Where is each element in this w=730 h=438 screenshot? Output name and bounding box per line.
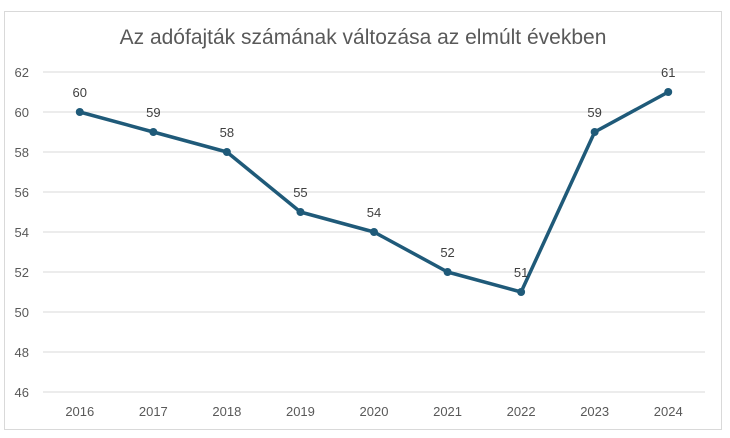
data-point (443, 268, 452, 276)
chart-frame: Az adófajták számának változása az elmúl… (4, 11, 722, 430)
data-point (222, 148, 231, 156)
y-axis-ticks: 46 48 50 52 54 56 58 60 62 (15, 65, 29, 400)
y-tick-label: 52 (15, 265, 29, 280)
data-point (149, 128, 158, 136)
data-point (590, 128, 599, 136)
data-label: 61 (661, 65, 675, 80)
data-label: 59 (146, 105, 160, 120)
data-point (370, 228, 378, 236)
data-label: 54 (367, 205, 381, 220)
data-label: 51 (514, 265, 528, 280)
x-tick-label: 2016 (65, 404, 94, 419)
data-label: 52 (440, 245, 454, 260)
x-tick-label: 2020 (360, 404, 389, 419)
y-tick-label: 62 (15, 65, 29, 80)
x-tick-label: 2017 (139, 404, 168, 419)
x-tick-label: 2019 (286, 404, 315, 419)
data-label: 60 (73, 85, 87, 100)
x-tick-label: 2018 (212, 404, 241, 419)
data-label: 59 (587, 105, 601, 120)
chart-title: Az adófajták számának változása az elmúl… (119, 26, 607, 49)
data-point (664, 88, 673, 96)
data-point (296, 208, 305, 216)
y-tick-label: 48 (15, 345, 29, 360)
data-point (517, 288, 526, 296)
y-tick-label: 58 (15, 145, 29, 160)
y-tick-label: 54 (15, 225, 29, 240)
x-tick-label: 2021 (433, 404, 462, 419)
data-label: 58 (220, 125, 234, 140)
series-layer (75, 88, 673, 296)
data-labels: 60 59 58 55 54 52 51 59 61 (73, 65, 676, 280)
y-tick-label: 50 (15, 305, 29, 320)
y-tick-label: 60 (15, 105, 29, 120)
x-tick-label: 2024 (654, 404, 683, 419)
gridlines (43, 71, 705, 393)
y-tick-label: 56 (15, 185, 29, 200)
y-tick-label: 46 (15, 385, 29, 400)
x-tick-label: 2023 (580, 404, 609, 419)
data-point (75, 108, 84, 116)
data-label: 55 (293, 185, 307, 200)
x-tick-label: 2022 (507, 404, 536, 419)
x-axis-ticks: 2016 2017 2018 2019 2020 2021 2022 2023 2024 (65, 404, 682, 419)
